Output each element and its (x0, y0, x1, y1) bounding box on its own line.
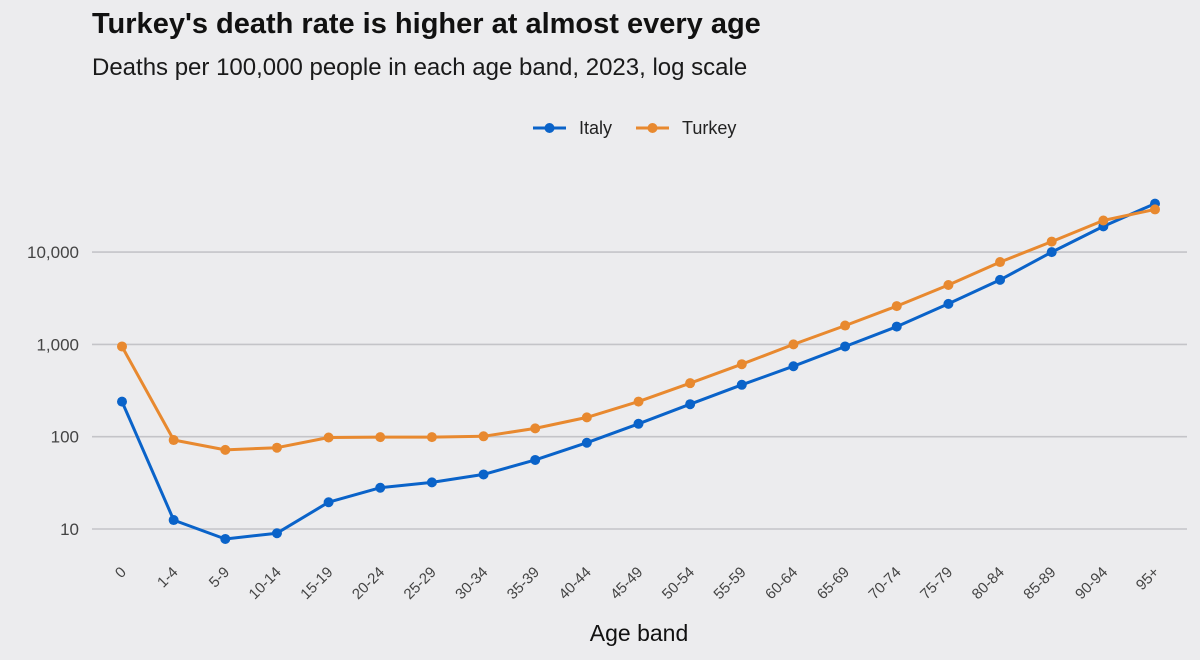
y-tick-label: 1,000 (36, 335, 79, 354)
x-tick-label: 60-64 (762, 564, 801, 603)
data-point (995, 257, 1006, 268)
x-tick-label: 55-59 (710, 564, 749, 603)
x-tick-label: 35-39 (504, 564, 543, 603)
data-point (685, 378, 696, 389)
x-tick-label: 15-19 (297, 564, 336, 603)
y-tick-label: 10 (60, 520, 79, 539)
data-point (375, 482, 386, 493)
x-tick-label: 90-94 (1072, 564, 1111, 603)
x-tick-label: 80-84 (969, 564, 1008, 603)
data-point (478, 431, 489, 442)
x-tick-label: 30-34 (452, 564, 491, 603)
y-axis-ticks: 10 100 1,000 10,000 (27, 243, 79, 539)
chart-title: Turkey's death rate is higher at almost … (92, 8, 761, 40)
x-tick-label: 50-54 (659, 564, 698, 603)
data-point (220, 444, 231, 455)
legend-label: Italy (579, 118, 612, 138)
x-axis-label: Age band (590, 620, 688, 646)
data-point (1046, 236, 1057, 247)
data-point (581, 437, 592, 448)
data-point (633, 418, 644, 429)
legend-item-turkey: Turkey (636, 118, 736, 138)
x-tick-label: 70-74 (865, 564, 904, 603)
data-point (581, 412, 592, 423)
x-tick-label: 1-4 (154, 564, 181, 591)
legend-label: Turkey (682, 118, 736, 138)
data-point (1098, 215, 1109, 226)
data-point (117, 341, 127, 352)
data-point (840, 341, 851, 352)
data-point (788, 339, 799, 350)
data-point (323, 432, 334, 443)
legend-marker (544, 123, 555, 133)
x-tick-label: 85-89 (1020, 564, 1059, 603)
x-tick-label: 0 (112, 564, 130, 582)
data-point (943, 298, 954, 309)
x-tick-label: 65-69 (814, 564, 853, 603)
data-point (736, 379, 747, 390)
data-point (736, 359, 747, 370)
data-point (478, 469, 489, 480)
data-point (995, 274, 1006, 285)
series-italy (117, 198, 1160, 544)
data-point (530, 423, 541, 434)
series-lines (117, 198, 1160, 544)
data-point (168, 515, 179, 526)
data-point (426, 432, 437, 443)
x-tick-label: 40-44 (556, 564, 595, 603)
data-point (891, 321, 902, 332)
legend-item-italy: Italy (533, 118, 612, 138)
data-point (788, 361, 799, 372)
data-point (1046, 247, 1057, 258)
data-point (943, 280, 954, 291)
data-point (840, 320, 851, 331)
data-point (271, 442, 282, 453)
x-axis-ticks: 0 1-4 5-9 10-14 15-19 20-24 25-29 30-34 35-39 40-… (112, 564, 1163, 603)
x-tick-label: 45-49 (607, 564, 646, 603)
x-tick-label: 20-24 (349, 564, 388, 603)
series-line (120, 202, 1156, 541)
series-turkey (117, 204, 1160, 455)
data-point (323, 497, 334, 508)
data-point (1150, 204, 1160, 215)
x-tick-label: 5-9 (206, 564, 233, 591)
x-tick-label: 95+ (1133, 564, 1163, 594)
data-point (685, 399, 696, 410)
data-point (168, 435, 179, 446)
y-tick-label: 100 (51, 428, 79, 447)
data-point (426, 477, 437, 488)
data-point (530, 454, 541, 465)
data-point (117, 396, 127, 407)
data-point (633, 396, 644, 407)
y-tick-label: 10,000 (27, 243, 79, 262)
data-point (220, 533, 231, 544)
data-point (375, 432, 386, 443)
legend: Italy Turkey (533, 118, 736, 138)
chart-subtitle: Deaths per 100,000 people in each age ba… (92, 54, 748, 81)
x-tick-label: 10-14 (246, 564, 285, 603)
series-line (120, 207, 1156, 452)
data-point (891, 301, 902, 312)
data-point (271, 528, 282, 539)
x-tick-label: 75-79 (917, 564, 956, 603)
legend-marker (647, 123, 658, 133)
x-tick-label: 25-29 (401, 564, 440, 603)
gridlines (92, 251, 1187, 530)
